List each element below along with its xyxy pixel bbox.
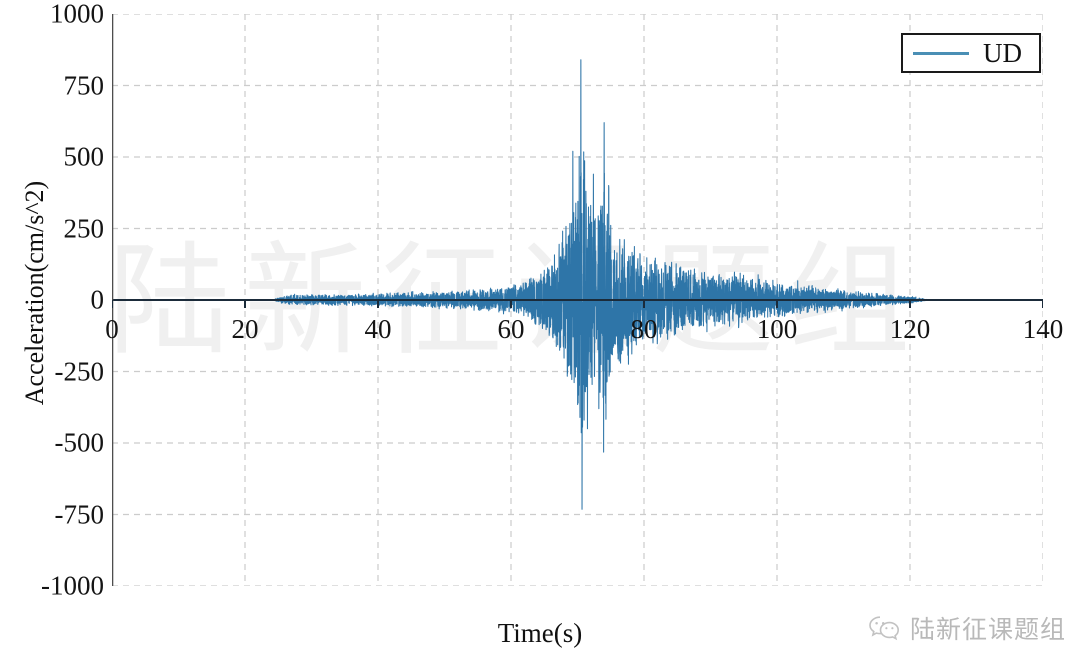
x-tick-label: 80: [630, 314, 658, 344]
plot-svg: [112, 14, 1043, 586]
x-tick-label: 40: [364, 314, 392, 344]
corner-watermark: 陆新征课题组: [868, 610, 1066, 646]
y-tick-label: -250: [54, 356, 105, 386]
y-tick-label: -500: [54, 427, 105, 458]
y-tick-label: 250: [63, 213, 105, 243]
y-tick-label: -750: [54, 499, 105, 529]
y-tick-label: 500: [63, 141, 105, 172]
y-tick-labels: 1000 750 500 250 0 -250 -500 -750 -1000: [0, 0, 104, 664]
y-tick-label: -1000: [41, 570, 104, 601]
x-tick-label: 60: [497, 314, 525, 344]
plot-area: [112, 14, 1043, 586]
legend: UD: [901, 33, 1041, 73]
x-axis-title: Time(s): [497, 618, 583, 648]
wechat-icon: [869, 616, 899, 641]
y-axis-title: Acceleration(cm/s^2): [20, 180, 49, 406]
y-tick-label: 750: [63, 70, 105, 100]
legend-line-sample: [913, 51, 969, 55]
x-tick-label: 0: [105, 314, 119, 344]
series-line-ud: [112, 59, 1043, 510]
x-tick-label: 20: [231, 314, 259, 344]
y-tick-label: 0: [90, 284, 105, 315]
corner-watermark-text: 陆新征课题组: [909, 615, 1066, 644]
legend-label: UD: [983, 37, 1022, 68]
x-tick-label: 120: [889, 314, 931, 344]
axis-spines: [112, 14, 1043, 586]
y-tick-label: 1000: [50, 0, 104, 29]
x-tick-label: 100: [756, 314, 798, 344]
x-tick-label: 140: [1022, 314, 1064, 344]
